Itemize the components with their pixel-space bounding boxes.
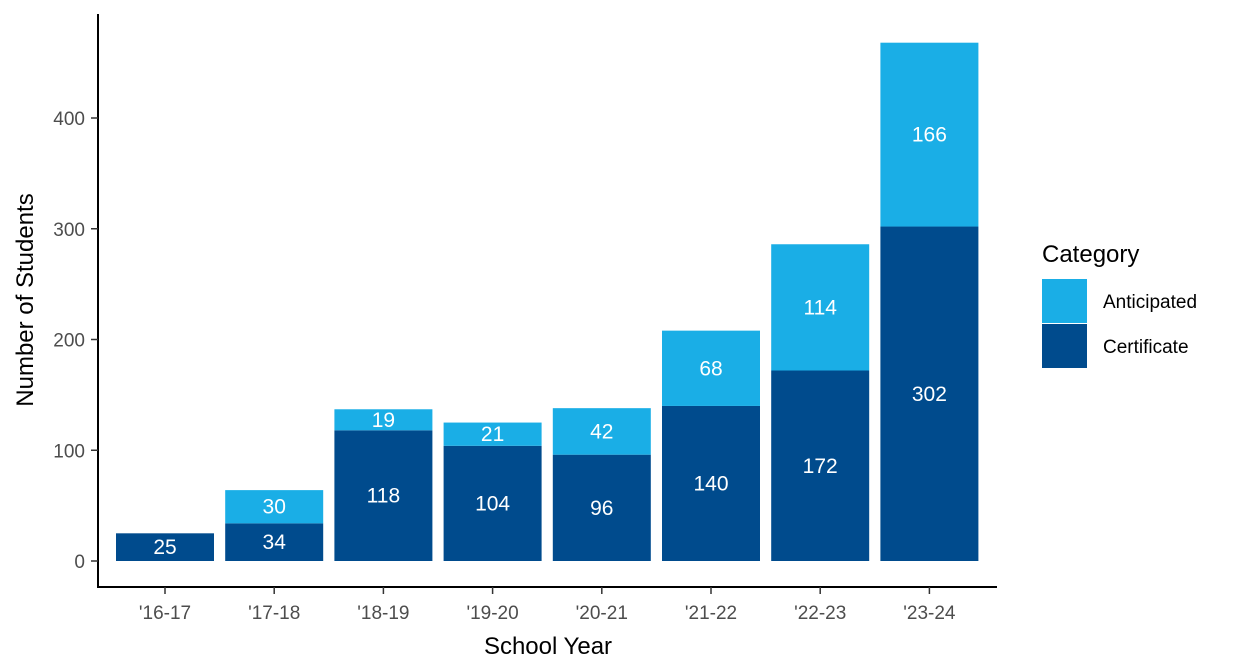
bar-labels-group: 25 34 30 118 19 104 21 96 42 140 68 172 114 302 166 [153, 124, 947, 560]
y-tick-label-200: 200 [53, 331, 85, 352]
bar-label-certificate-1: 34 [263, 531, 287, 554]
x-tick-label-5: '21-22 [685, 603, 737, 624]
x-tick-label-2: '18-19 [357, 603, 409, 624]
bar-anticipated-4 [552, 408, 651, 455]
legend: Category Anticipated Certificate [1042, 241, 1197, 368]
legend-swatch-anticipated [1042, 279, 1087, 323]
bar-certificate-0 [116, 533, 214, 561]
y-axis-title: Number of Students [12, 193, 39, 406]
bar-label-anticipated-3: 21 [481, 423, 504, 446]
x-axis-ticks: '16-17 '17-18 '18-19 '19-20 '20-21 '21-22 '22-… [139, 587, 956, 624]
bar-label-certificate-4: 96 [590, 497, 613, 520]
bar-certificate-2 [334, 430, 433, 561]
bar-label-certificate-5: 140 [693, 472, 728, 495]
bar-certificate-6 [771, 370, 870, 561]
bar-anticipated-1 [225, 490, 324, 524]
x-tick-label-3: '19-20 [466, 603, 518, 624]
bar-label-anticipated-2: 19 [372, 409, 395, 432]
bar-certificate-5 [662, 405, 760, 561]
x-axis-title: School Year [484, 633, 612, 660]
bar-certificate-3 [443, 445, 542, 561]
y-tick-label-400: 400 [53, 109, 85, 130]
bar-certificate-1 [225, 523, 324, 561]
bar-label-certificate-7: 302 [912, 383, 947, 406]
bar-label-certificate-2: 118 [367, 485, 400, 508]
y-tick-label-0: 0 [74, 552, 85, 573]
bar-label-anticipated-4: 42 [590, 420, 613, 443]
x-tick-label-1: '17-18 [248, 603, 300, 624]
bar-label-anticipated-7: 166 [912, 124, 947, 147]
bar-label-certificate-6: 172 [803, 455, 838, 478]
legend-swatch-certificate [1042, 324, 1087, 368]
bar-anticipated-2 [334, 409, 433, 431]
legend-title: Category [1042, 241, 1139, 268]
bar-certificate-4 [552, 454, 651, 561]
bar-anticipated-7 [880, 42, 979, 227]
x-tick-label-6: '22-23 [794, 603, 846, 624]
bar-anticipated-5 [662, 330, 760, 406]
bar-label-anticipated-5: 68 [699, 357, 722, 380]
legend-label-anticipated: Anticipated [1103, 292, 1197, 313]
legend-label-certificate: Certificate [1103, 337, 1189, 358]
y-tick-label-100: 100 [53, 441, 85, 462]
x-tick-label-7: '23-24 [903, 603, 956, 624]
y-tick-label-300: 300 [53, 220, 85, 241]
bar-anticipated-6 [771, 244, 870, 371]
bar-certificate-7 [880, 226, 979, 561]
bars-group [116, 42, 979, 561]
x-tick-label-4: '20-21 [576, 603, 628, 624]
bar-label-certificate-3: 104 [475, 492, 510, 515]
y-axis-ticks: 0 100 200 300 400 [53, 109, 98, 573]
bar-label-certificate-0: 25 [153, 536, 176, 559]
bar-label-anticipated-1: 30 [263, 496, 286, 519]
bar-label-anticipated-6: 114 [803, 296, 837, 319]
x-tick-label-0: '16-17 [139, 603, 191, 624]
bar-anticipated-3 [443, 422, 542, 446]
